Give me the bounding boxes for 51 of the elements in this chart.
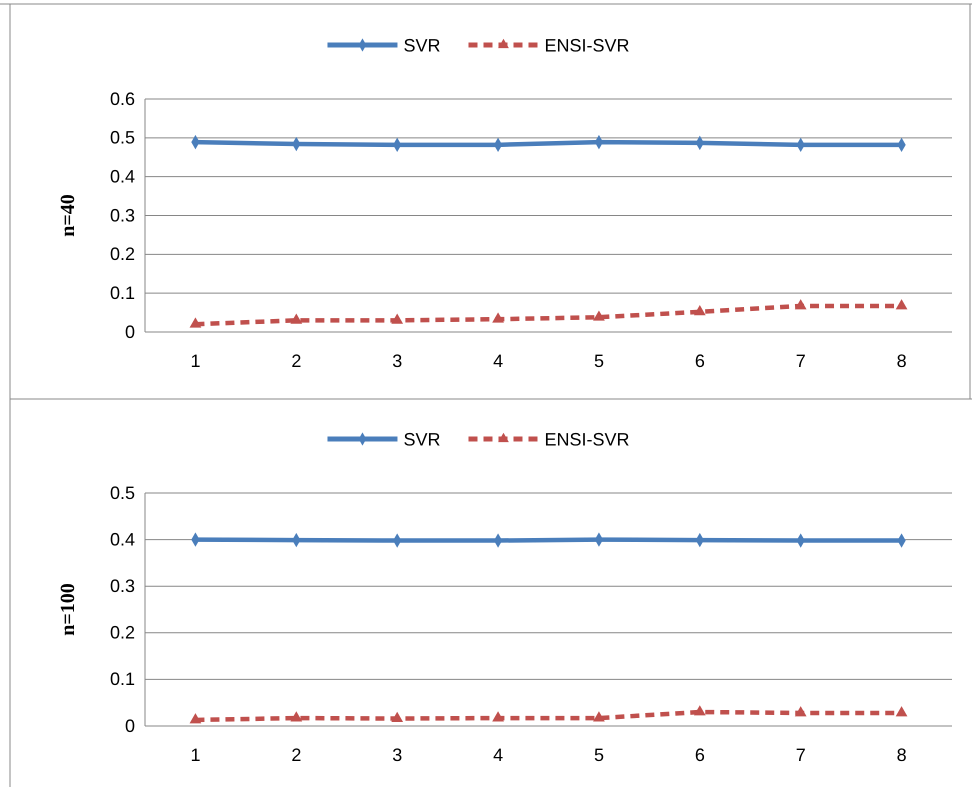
x-tick-label: 1 — [190, 744, 200, 765]
y-axis-title: n=40 — [57, 194, 79, 237]
point — [290, 711, 302, 722]
legend-label: ENSI-SVR — [544, 429, 630, 450]
x-tick-label: 5 — [594, 744, 604, 765]
y-tick-label: 0.4 — [110, 166, 135, 186]
point — [492, 312, 504, 323]
point — [190, 317, 202, 328]
x-tick-label: 5 — [594, 350, 604, 371]
x-tick-label: 6 — [694, 350, 705, 371]
point — [896, 706, 908, 716]
legend-label: ENSI-SVR — [544, 35, 630, 56]
x-tick-label: 7 — [796, 744, 806, 765]
point — [694, 705, 706, 716]
x-tick-label: 4 — [493, 350, 504, 371]
y-tick-label: 0.1 — [110, 669, 135, 690]
point — [290, 314, 302, 324]
point — [794, 706, 807, 716]
x-tick-label: 3 — [392, 744, 402, 765]
y-tick-label: 0.5 — [110, 128, 135, 148]
x-tick-label: 2 — [291, 350, 302, 371]
point — [391, 712, 404, 722]
point — [694, 305, 706, 316]
x-tick-label: 8 — [896, 350, 907, 371]
point — [593, 310, 605, 321]
legend-label: SVR — [403, 35, 440, 56]
point — [593, 711, 605, 722]
y-tick-label: 0 — [124, 716, 135, 736]
y-tick-label: 0.6 — [110, 88, 135, 109]
point — [794, 299, 807, 310]
x-tick-label: 3 — [392, 350, 402, 371]
x-tick-label: 7 — [796, 350, 806, 371]
point — [896, 299, 908, 310]
x-tick-label: 4 — [493, 744, 504, 765]
y-tick-label: 0.3 — [110, 576, 135, 596]
y-tick-label: 0.2 — [110, 622, 135, 643]
x-tick-label: 6 — [694, 744, 705, 765]
point — [391, 314, 404, 324]
y-tick-label: 0.5 — [110, 482, 135, 503]
y-tick-label: 0.2 — [110, 244, 135, 264]
y-tick-label: 0.4 — [110, 529, 135, 550]
point — [492, 711, 504, 722]
x-tick-label: 1 — [190, 350, 200, 371]
y-tick-label: 0.1 — [110, 282, 135, 303]
y-axis-title: n=100 — [57, 583, 79, 636]
y-tick-label: 0.3 — [110, 205, 135, 226]
point — [190, 713, 202, 724]
x-tick-label: 2 — [291, 744, 302, 765]
legend-label: SVR — [403, 429, 440, 450]
x-tick-label: 8 — [896, 744, 907, 765]
y-tick-label: 0 — [124, 322, 135, 342]
